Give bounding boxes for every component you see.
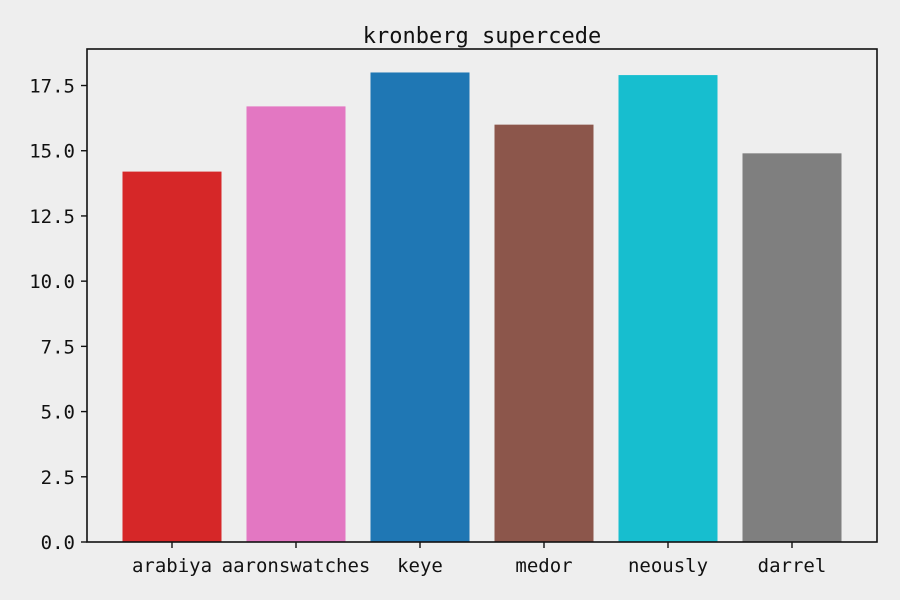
y-tick-label: 10.0 — [29, 271, 75, 293]
bar-arabiya — [122, 171, 222, 542]
y-tick-label: 15.0 — [29, 141, 75, 163]
y-tick-label: 0.0 — [41, 532, 75, 554]
plot-frame — [86, 48, 878, 543]
x-axis: arabiya aaronswatches keye medor neously darr… — [132, 542, 826, 577]
bar-medor — [494, 124, 594, 542]
y-tick-label: 12.5 — [29, 206, 75, 228]
x-tick-label: medor — [515, 555, 572, 577]
x-tick-label: arabiya — [132, 555, 212, 577]
bar-darrel — [742, 153, 842, 542]
y-tick-label: 2.5 — [41, 467, 75, 489]
y-axis: 0.0 2.5 5.0 7.5 10.0 12.5 15.0 17.5 — [29, 76, 87, 554]
bar-neously — [618, 75, 718, 542]
bar-aaronswatches — [246, 106, 346, 543]
x-tick-label: darrel — [758, 555, 827, 577]
x-tick-label: aaronswatches — [222, 555, 371, 577]
bars-group — [122, 72, 842, 543]
x-tick-label: neously — [628, 555, 708, 577]
y-tick-label: 5.0 — [41, 402, 75, 424]
x-tick-label: keye — [397, 555, 443, 577]
bar-keye — [370, 72, 470, 542]
y-tick-label: 7.5 — [41, 336, 75, 358]
y-tick-label: 17.5 — [29, 76, 75, 98]
chart-title: kronberg supercede — [363, 24, 601, 49]
